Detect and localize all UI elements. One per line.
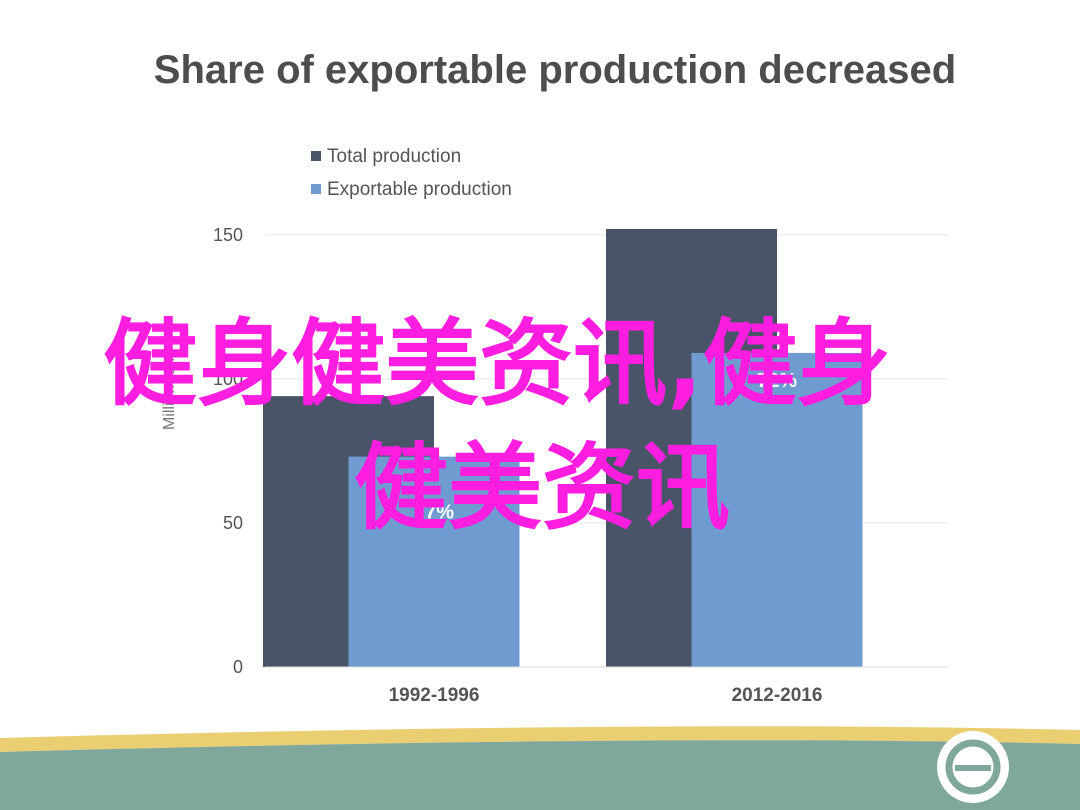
watermark-line-2: 健美资讯 — [354, 434, 730, 543]
y-tick-label: 50 — [223, 513, 243, 533]
y-tick-label: 150 — [213, 225, 243, 245]
legend-swatch — [311, 184, 321, 194]
y-axis-label: Million tons — [161, 350, 178, 430]
y-axis-ticks: 0 50 100 150 — [213, 225, 243, 677]
bar-exportable-production — [348, 456, 520, 667]
watermark-line-1: 健身健美资讯,健身 — [103, 310, 891, 419]
footer-stripe — [0, 726, 1080, 752]
y-tick-label: 0 — [233, 657, 243, 677]
data-label: 72% — [757, 370, 797, 392]
chart-title: Share of exportable production decreased — [154, 48, 956, 92]
x-axis-categories: 1992-1996 2012-2016 — [389, 685, 823, 706]
legend-label: Exportable production — [327, 179, 512, 200]
legend-swatch — [311, 151, 321, 161]
footer-band-fill — [0, 740, 1080, 810]
legend-label: Total production — [327, 146, 461, 167]
circle-logo-icon — [937, 731, 1009, 803]
bars: 77% 72% — [263, 229, 863, 667]
data-label: 77% — [414, 502, 454, 524]
bar-exportable-production — [691, 352, 863, 667]
footer-band — [0, 726, 1080, 810]
x-category-label: 2012-2016 — [732, 685, 823, 706]
legend: Total production Exportable production — [311, 146, 512, 200]
x-category-label: 1992-1996 — [389, 685, 480, 706]
y-tick-label: 100 — [213, 369, 243, 389]
logo-ring — [945, 739, 1001, 795]
